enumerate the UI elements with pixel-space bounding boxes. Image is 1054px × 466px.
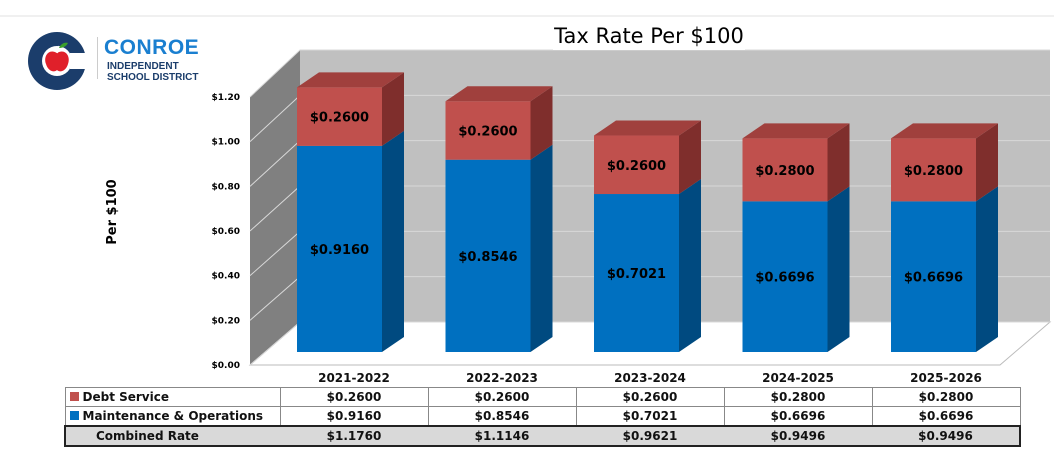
- data-label: $0.2600: [310, 111, 369, 126]
- col-header: 2021-2022: [318, 371, 390, 385]
- col-header: 2025-2026: [910, 371, 982, 385]
- data-label: $0.7021: [607, 267, 666, 282]
- cell: $0.7021: [575, 406, 725, 427]
- cell: $0.9621: [576, 425, 724, 447]
- y-tick-label: $0.60: [212, 227, 240, 237]
- top-divider: [0, 15, 1054, 17]
- cell: $0.2800: [723, 387, 873, 407]
- bar-side: [976, 123, 998, 202]
- chart-title: Tax Rate Per $100: [553, 24, 744, 48]
- col-header: 2023-2024: [614, 371, 686, 385]
- cell: $0.9160: [279, 406, 429, 427]
- y-tick-label: $0.80: [212, 182, 240, 192]
- bar-side: [382, 72, 404, 146]
- bar-side: [976, 186, 998, 352]
- table-row-debt-service: Debt Service $0.2600 $0.2600 $0.2600 $0.…: [64, 387, 1021, 407]
- data-label: $0.8546: [458, 250, 517, 265]
- cell: $0.2600: [575, 387, 725, 407]
- col-header: 2022-2023: [466, 371, 538, 385]
- data-label: $0.6696: [904, 271, 963, 286]
- y-tick-label: $0.00: [212, 361, 240, 370]
- bar-segment: [891, 201, 976, 352]
- data-label: $0.2600: [458, 124, 517, 139]
- cell: $0.2800: [871, 387, 1021, 407]
- cell: $0.9496: [872, 425, 1021, 447]
- y-tick-label: $1.20: [212, 93, 240, 103]
- y-tick-label: $1.00: [212, 138, 240, 148]
- bar-segment: [742, 201, 828, 352]
- data-table: 2021-2022 2022-2023 2023-2024 2024-2025 …: [64, 369, 1021, 447]
- title-box: [553, 20, 745, 50]
- legend-swatch-debt: [69, 392, 79, 401]
- bar-side: [530, 86, 553, 160]
- cell: $1.1760: [280, 425, 428, 447]
- row-label: Combined Rate: [64, 425, 280, 447]
- bar-top: [445, 86, 553, 102]
- bar-segment: [297, 145, 382, 352]
- bar-side: [530, 144, 553, 352]
- cell: $0.2600: [427, 387, 577, 407]
- cell: $0.9496: [724, 425, 872, 447]
- logo-emblem-icon: [28, 32, 94, 90]
- cell: $0.6696: [723, 406, 873, 427]
- conroe-isd-logo: CONROE INDEPENDENT SCHOOL DISTRICT: [24, 31, 224, 91]
- table-row-mo: Maintenance & Operations $0.9160 $0.8546…: [64, 406, 1021, 427]
- data-label: $0.2600: [607, 159, 666, 174]
- side-wall: [250, 50, 300, 365]
- cell: $0.8546: [427, 406, 577, 427]
- row-label: Maintenance & Operations: [82, 409, 264, 423]
- col-header: 2024-2025: [762, 371, 834, 385]
- bar-segment: [297, 87, 382, 146]
- cell: $0.2600: [279, 387, 429, 407]
- data-label: $0.6696: [755, 271, 814, 286]
- bar-segment: [445, 101, 531, 160]
- bar-segment: [445, 159, 531, 352]
- bar-segment: [594, 135, 679, 195]
- data-label: $0.2800: [904, 164, 963, 179]
- y-tick-label: $0.40: [212, 272, 240, 282]
- y-axis-label: Per $100: [105, 179, 120, 244]
- bar-side: [827, 186, 850, 352]
- bar-top: [891, 123, 998, 139]
- y-tick-label: $0.20: [212, 316, 240, 326]
- logo-divider: [97, 37, 98, 79]
- table-corner: [65, 369, 280, 388]
- bar-segment: [891, 138, 976, 202]
- gridline: [249, 49, 1050, 98]
- logo-name: CONROE: [104, 36, 200, 59]
- legend-swatch-mo: [69, 411, 79, 420]
- bar-top: [297, 72, 404, 88]
- bar-segment: [594, 194, 679, 352]
- logo-line2: SCHOOL DISTRICT: [107, 72, 199, 83]
- bar-side: [679, 120, 701, 195]
- bar-side: [827, 123, 850, 202]
- bar-segment: [742, 138, 828, 202]
- table-row-combined: Combined Rate $1.1760 $1.1146 $0.9621 $0…: [64, 425, 1021, 447]
- logo-line1: INDEPENDENT: [107, 61, 179, 72]
- cell: $0.6696: [871, 406, 1021, 427]
- bar-top: [594, 120, 701, 136]
- bar-top: [742, 123, 850, 139]
- data-label: $0.2800: [755, 164, 814, 179]
- data-label: $0.9160: [310, 243, 369, 258]
- bar-side: [679, 179, 701, 352]
- tax-rate-chart: $0.9160 $0.2600 $0.8546 $0.2600 $0.7021 $0.26…: [105, 20, 1052, 370]
- cell: $1.1146: [428, 425, 576, 447]
- row-label: Debt Service: [82, 390, 170, 404]
- bar-side: [382, 130, 404, 352]
